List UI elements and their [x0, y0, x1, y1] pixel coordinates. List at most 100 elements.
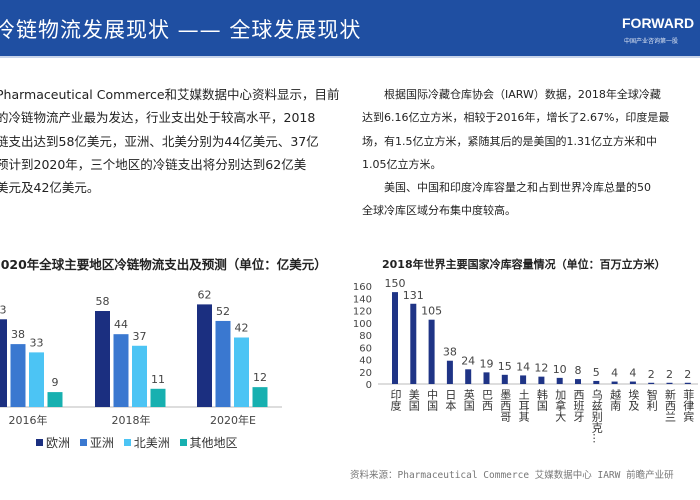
x-tick-label: 埃及 [626, 389, 640, 411]
y-tick-label: 60 [359, 343, 372, 354]
bar [215, 320, 231, 407]
data-label: 38 [11, 328, 25, 341]
left-chart: 53 38 33 9 2016年 58 44 37 11 2018年 62 52 42 12 2020年E [0, 288, 282, 427]
text-line: 根据国际冷藏仓库协会（IARW）数据，2018年全球冷藏 [384, 88, 661, 101]
text-line: 全球冷库区域分布集中度较高。 [362, 204, 516, 218]
data-label: 62 [198, 288, 212, 301]
bar [446, 360, 453, 384]
data-label: 53 [0, 303, 7, 316]
left-chart-title: 2020年全球主要地区冷链物流支出及预测（单位：亿美元） [0, 257, 327, 272]
text-line: 达到6.16亿立方米，相较于2016年，增长了2.67%，印度是最 [362, 111, 670, 125]
data-label: 37 [133, 330, 147, 343]
y-tick-label: 0 [366, 380, 372, 390]
x-tick-label: 印度 [389, 389, 402, 411]
bar [428, 319, 435, 384]
data-label: 2 [666, 368, 673, 381]
x-tick-label: 土耳其 [517, 389, 531, 422]
legend-swatch [79, 439, 87, 446]
right-paragraph: 根据国际冷藏仓库协会（IARW）数据，2018年全球冷藏 达到6.16亿立方米，… [362, 83, 696, 223]
text-line: 美元及42亿美元。 [0, 180, 100, 196]
bar [252, 387, 268, 407]
legend-label: 北美洲 [133, 436, 170, 450]
data-label: 19 [480, 357, 494, 370]
bar [113, 334, 129, 407]
text-line: 链支出达到58亿美元，亚洲、北美分别为44亿美元、37亿 [0, 133, 319, 149]
bar [132, 345, 147, 407]
legend-swatch [123, 439, 131, 446]
bar [234, 337, 249, 407]
y-tick-label: 120 [353, 307, 372, 318]
bar [10, 344, 26, 407]
data-label: 42 [235, 321, 249, 334]
data-label: 12 [253, 371, 267, 384]
bar [392, 292, 398, 384]
data-label: 12 [534, 362, 548, 375]
bar [575, 379, 581, 384]
bar [150, 388, 166, 407]
x-tick-label: 智利 [645, 389, 659, 411]
data-label: 2 [648, 368, 655, 381]
legend-swatch [179, 439, 187, 446]
left-chart-legend: 欧洲 亚洲 北美洲 其他地区 [30, 434, 238, 451]
data-label: 105 [421, 305, 442, 318]
bar [520, 375, 527, 384]
data-label: 4 [629, 367, 636, 380]
y-tick-label: 40 [359, 356, 372, 367]
text-line: Pharmaceutical Commerce和艾媒数据中心资料显示，目前 [0, 87, 340, 102]
bar [483, 372, 490, 384]
bar [465, 369, 472, 384]
bar [410, 303, 417, 384]
bar [556, 377, 563, 384]
header-bar: 冷链物流发展现状 —— 全球发展现状 FORWARD 中国产业咨询第一股 [0, 0, 700, 58]
x-tick-label: 日本 [443, 389, 457, 411]
x-tick-label: 新西兰 [663, 389, 677, 422]
bar [501, 374, 508, 384]
data-label: 131 [403, 289, 424, 302]
data-label: 9 [52, 376, 59, 389]
data-label: 10 [553, 363, 567, 376]
logo: FORWARD [622, 15, 695, 31]
x-tick-label: 韩国 [535, 389, 549, 411]
right-chart-title: 2018年世界主要国家冷库容量情况（单位：百万立方米） [382, 258, 666, 271]
data-label: 58 [96, 295, 110, 308]
data-label: 33 [30, 336, 44, 349]
x-tick-label: 墨西哥 [498, 389, 512, 422]
y-tick-label: 140 [353, 294, 372, 305]
data-label: 5 [593, 366, 600, 379]
data-label: 44 [114, 318, 128, 331]
bar [593, 380, 600, 384]
bar [197, 304, 212, 407]
legend-label: 亚洲 [89, 436, 114, 450]
bar [0, 319, 7, 407]
bar [684, 382, 691, 384]
data-label: 52 [216, 305, 230, 318]
bar [538, 376, 545, 384]
logo-subtitle: 中国产业咨询第一股 [624, 38, 679, 45]
left-paragraph: Pharmaceutical Commerce和艾媒数据中心资料显示，目前 的冷… [0, 83, 340, 199]
x-tick-label: 英国 [462, 389, 476, 411]
data-label: 2 [684, 368, 691, 381]
legend-label: 欧洲 [46, 436, 71, 450]
data-label: 11 [151, 373, 165, 386]
x-tick-label: 乌兹别克... [590, 389, 604, 444]
text-line: 美国、中国和印度冷库容量之和占到世界冷库总量的50 [384, 181, 651, 195]
y-tick-label: 160 [353, 282, 372, 293]
text-line: 1.05亿立方米。 [362, 157, 442, 171]
data-label: 8 [575, 364, 582, 377]
x-tick-label: 巴西 [480, 389, 494, 411]
text-line: 预计到2020年，三个地区的冷链支出将分别达到62亿美 [0, 156, 307, 172]
x-tick-label: 2018年 [112, 413, 151, 427]
bar [47, 392, 63, 407]
page-title: 冷链物流发展现状 —— 全球发展现状 [0, 18, 362, 42]
x-tick-label: 2020年E [210, 413, 256, 427]
data-label: 38 [443, 346, 457, 359]
y-tick-label: 20 [359, 368, 372, 379]
bar [648, 382, 655, 384]
bar [629, 381, 636, 384]
source-note: 资料来源：Pharmaceutical Commerce 艾媒数据中心 IARW… [350, 470, 674, 481]
bar [95, 311, 110, 407]
bar [666, 382, 673, 384]
bar [29, 352, 44, 407]
text-line: 的冷链物流产业最为发达，行业支出处于较高水平，2018 [0, 110, 316, 126]
